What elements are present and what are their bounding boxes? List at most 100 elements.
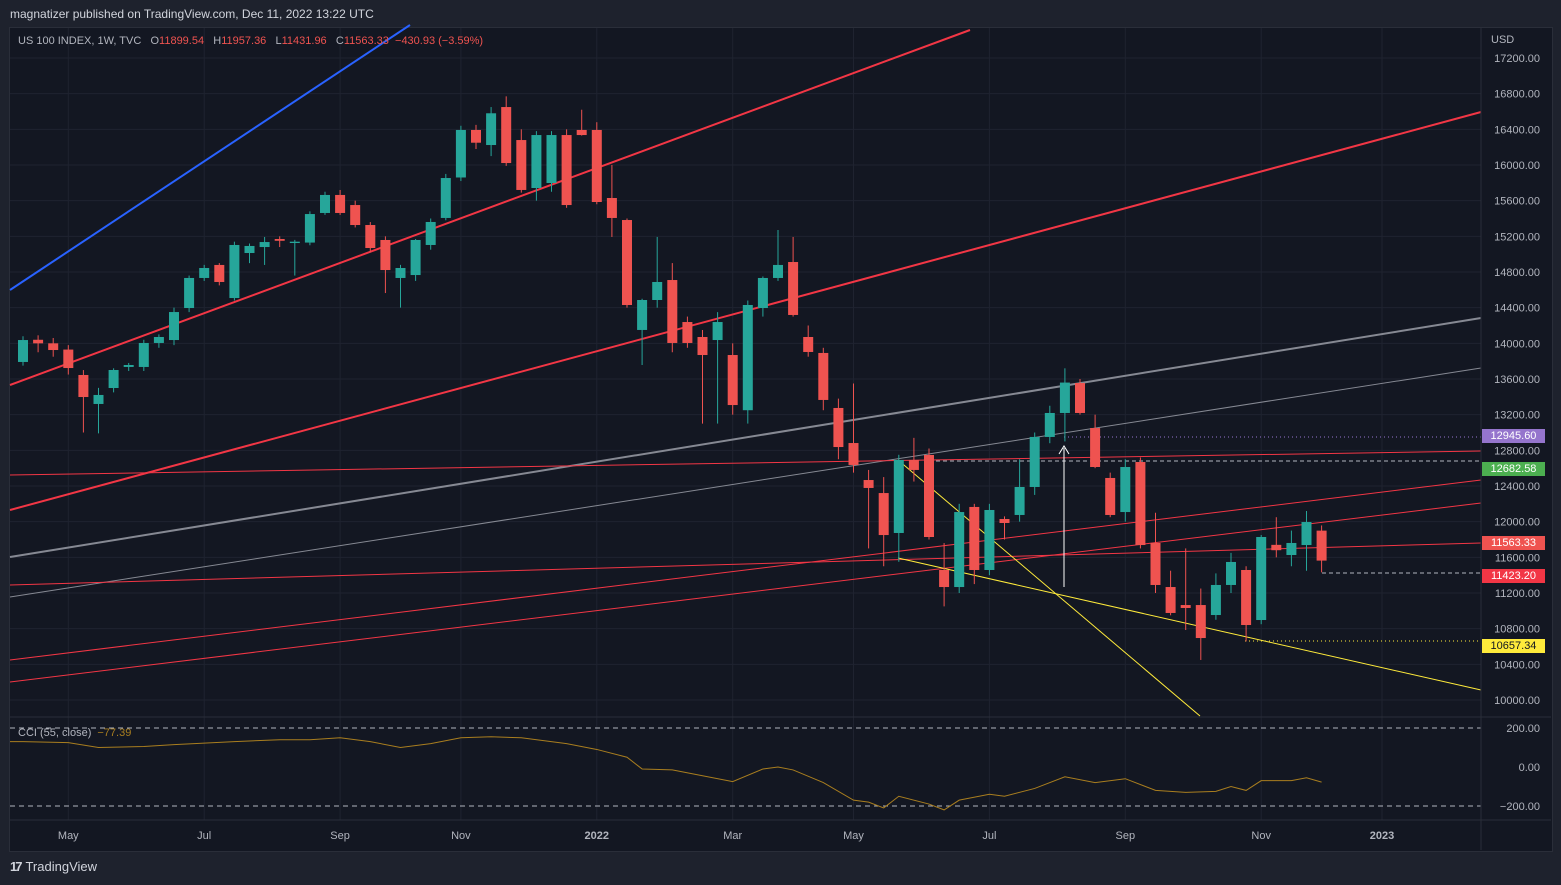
candle-body (1180, 605, 1191, 608)
candle (63, 345, 74, 375)
cci-name: CCI (55, close) (18, 727, 92, 739)
candle (1286, 530, 1297, 567)
currency-label: USD (1491, 34, 1515, 46)
candle-body (818, 352, 829, 400)
candle-body (320, 194, 330, 213)
price-tick: 12000.00 (1494, 517, 1540, 529)
candle (1120, 459, 1131, 522)
price-tick: 13200.00 (1494, 410, 1540, 422)
candle (637, 298, 648, 366)
candle (486, 107, 497, 157)
price-tick: 16000.00 (1494, 160, 1540, 172)
candle (229, 241, 240, 301)
open-label: O (150, 35, 160, 47)
price-tick: 13600.00 (1494, 374, 1540, 386)
candle-body (1044, 412, 1055, 437)
publisher-line: magnatizer published on TradingView.com,… (10, 7, 374, 21)
candle (999, 516, 1010, 540)
candle (531, 131, 542, 201)
price-tick: 17200.00 (1494, 53, 1540, 65)
candle (1301, 510, 1312, 571)
time-tick: Nov (1251, 830, 1271, 842)
candle (471, 124, 481, 149)
trendline-gray-thick (9, 317, 1482, 558)
candle-body (969, 506, 980, 570)
price-tick: 16400.00 (1494, 124, 1540, 136)
candle (184, 275, 195, 313)
candle (682, 316, 693, 348)
candle-body (33, 339, 44, 344)
candle-body (229, 244, 240, 299)
candle-body (1165, 587, 1176, 613)
tradingview-logo[interactable]: 17 TradingView (10, 859, 97, 874)
candle (335, 189, 346, 215)
candle (1226, 552, 1236, 593)
candle-body (1090, 428, 1101, 468)
cci-tick: 0.00 (1519, 762, 1540, 774)
time-tick: Sep (1116, 830, 1136, 842)
candle-body (380, 239, 391, 271)
candle-body (93, 394, 104, 404)
price-tag-12682: 12682.58 (1482, 462, 1545, 476)
candle-body (893, 459, 904, 533)
candle (123, 362, 134, 371)
candle (93, 387, 104, 434)
trendline-red-a (9, 479, 1482, 661)
high-value: 11957.36 (221, 35, 267, 47)
candle (199, 264, 210, 281)
candle-body (908, 459, 919, 470)
candle-body (1120, 467, 1131, 513)
candle (244, 243, 255, 264)
candle (773, 230, 783, 281)
price-tick: 12400.00 (1494, 481, 1540, 493)
candle (425, 218, 436, 250)
cci-line (10, 736, 1322, 811)
candle (1316, 525, 1327, 573)
candle (833, 398, 844, 460)
candle (757, 276, 768, 317)
price-tag-10657: 10657.34 (1482, 639, 1545, 653)
candle-body (622, 220, 632, 305)
brand-name: TradingView (25, 859, 98, 874)
candle-body (984, 509, 995, 570)
candle (712, 312, 723, 424)
candle-body (773, 264, 783, 278)
candle (561, 129, 572, 208)
candle (697, 329, 708, 424)
candle (818, 347, 829, 411)
candle-body (954, 512, 965, 588)
time-tick: Sep (330, 830, 350, 842)
candle-body (486, 113, 497, 146)
candle-body (1014, 486, 1025, 515)
grid (10, 28, 1481, 820)
candle (1090, 414, 1101, 469)
price-tick: 15200.00 (1494, 231, 1540, 243)
candle-body (395, 267, 406, 278)
candle (803, 325, 814, 357)
time-tick: 2022 (585, 830, 609, 842)
candle (320, 191, 330, 215)
time-tick: May (843, 830, 864, 842)
candle (259, 236, 270, 265)
candle-body (365, 225, 376, 249)
open-value: 11899.54 (159, 35, 205, 47)
time-tick: Nov (451, 830, 471, 842)
price-tick: 14000.00 (1494, 338, 1540, 350)
candle-body (924, 454, 934, 538)
time-tick: Jul (197, 830, 211, 842)
candle (878, 477, 889, 567)
candle (1165, 570, 1176, 616)
candle (380, 236, 391, 294)
candle (1256, 535, 1267, 625)
candle-body (697, 337, 708, 356)
candle-body (1195, 605, 1206, 639)
candle (591, 122, 602, 205)
axes: 17200.00 16800.00 16400.00 16000.00 15600.00… (10, 28, 1551, 850)
candle-body (1150, 542, 1161, 585)
candle-body (878, 493, 889, 536)
candle (48, 337, 59, 357)
trendline-red-flat (9, 450, 1482, 476)
candle-body (199, 267, 210, 278)
candle-body (63, 349, 74, 369)
